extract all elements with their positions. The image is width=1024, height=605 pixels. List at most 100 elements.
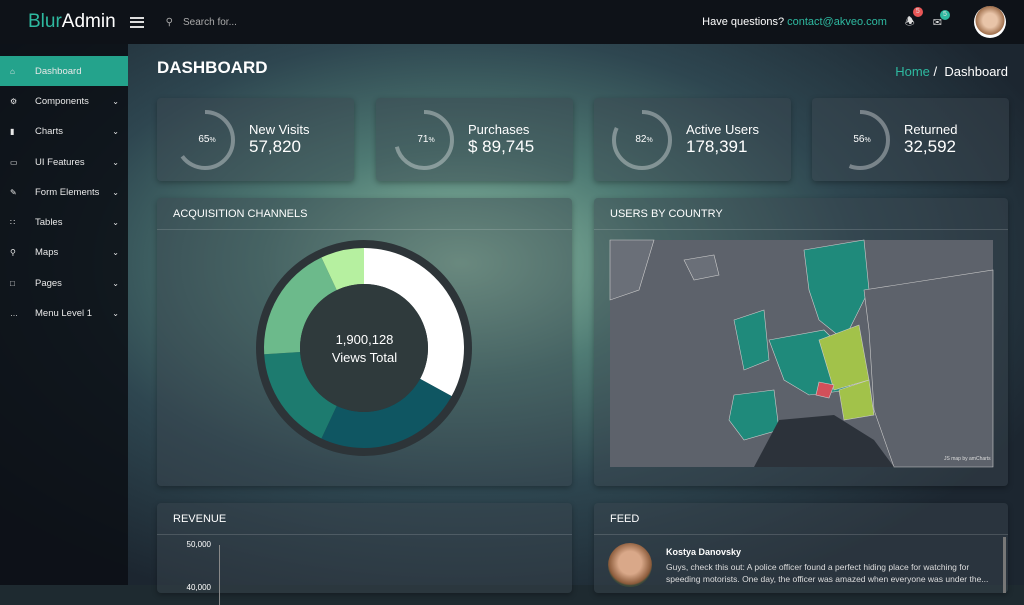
chevron-down-icon: ⌄ — [112, 218, 119, 228]
feed-panel: FEED Kostya Danovsky Guys, check this ou… — [594, 503, 1008, 593]
stat-card: 65% New Visits 57,820 — [157, 98, 354, 181]
donut-slice[interactable] — [321, 378, 452, 448]
stat-value: $ 89,745 — [468, 137, 535, 156]
grid-icon: ∷ — [10, 218, 16, 228]
stat-label: Purchases — [468, 122, 530, 137]
messages-badge: 5 — [940, 9, 950, 20]
sidebar-item-label: UI Features — [35, 156, 85, 168]
sidebar-item-pages[interactable]: □ Pages ⌄ — [0, 268, 128, 298]
edit-icon: ✎ — [10, 187, 17, 197]
sidebar-item-label: Components — [35, 95, 89, 107]
search-input[interactable]: Search for... — [182, 16, 237, 28]
sidebar-item-label: Charts — [35, 126, 63, 138]
menu-toggle-icon[interactable] — [129, 16, 144, 28]
donut-slice[interactable] — [264, 257, 337, 355]
stat-value: 57,820 — [249, 137, 301, 156]
acquisition-channels-panel: ACQUISITION CHANNELS 1,900,128 Views Tot… — [157, 198, 572, 486]
chevron-down-icon: ⌄ — [112, 309, 119, 319]
chevron-down-icon: ⌄ — [112, 248, 119, 258]
progress-ring — [175, 109, 235, 170]
mail-icon[interactable]: ✉ 5 — [933, 9, 950, 29]
feed-author-avatar[interactable] — [608, 543, 652, 587]
stat-percent: 65% — [198, 134, 216, 145]
map-pin-icon: ⚲ — [10, 248, 16, 258]
ellipsis-icon: … — [10, 309, 18, 319]
map-credit[interactable]: JS map by amCharts — [944, 456, 991, 462]
stat-label: Returned — [904, 122, 958, 137]
sidebar-item-tables[interactable]: ∷ Tables ⌄ — [0, 207, 128, 237]
logo-part2: Admin — [61, 11, 116, 32]
sidebar-item-label: Menu Level 1 — [35, 308, 93, 320]
sidebar-item-components[interactable]: ⚙ Components ⌄ — [0, 86, 128, 116]
sidebar-item-label: Tables — [35, 217, 63, 229]
sidebar-item-charts[interactable]: ▮ Charts ⌄ — [0, 117, 128, 147]
panel-title: FEED — [594, 503, 1008, 535]
page-title: DASHBOARD — [157, 58, 268, 77]
acquisition-donut-chart — [256, 240, 472, 456]
donut-center-label: Views Total — [331, 350, 398, 365]
europe-map[interactable]: JS map by amCharts — [594, 230, 1008, 486]
panel-title: ACQUISITION CHANNELS — [157, 198, 572, 230]
progress-ring — [830, 109, 890, 170]
chevron-down-icon: ⌄ — [112, 278, 119, 288]
stat-value: 178,391 — [686, 137, 748, 156]
breadcrumb: Home / Dashboard — [895, 64, 1008, 79]
panel-title: USERS BY COUNTRY — [594, 198, 1008, 230]
home-icon: ⌂ — [10, 66, 15, 76]
logo[interactable]: BlurAdmin — [28, 11, 116, 33]
donut-slice[interactable] — [264, 352, 337, 439]
stat-label: Active Users — [686, 122, 759, 137]
revenue-panel: REVENUE 50,000 40,000 — [157, 503, 572, 605]
sidebar: ⌂ Dashboard ⚙ Components ⌄ ▮ Charts ⌄ ▭ UI Fea… — [0, 44, 128, 585]
sidebar-item-form-elements[interactable]: ✎ Form Elements ⌄ — [0, 177, 128, 207]
breadcrumb-home[interactable]: Home — [895, 64, 930, 79]
stat-card: 56% Returned 32,592 — [812, 98, 1009, 181]
chevron-down-icon: ⌄ — [112, 127, 119, 137]
sidebar-item-dashboard[interactable]: ⌂ Dashboard — [0, 56, 128, 87]
users-by-country-panel: USERS BY COUNTRY JS map by amCharts — [594, 198, 1008, 486]
questions-label: Have questions? — [702, 16, 785, 28]
sidebar-item-label: Dashboard — [35, 65, 82, 77]
bar-chart-icon: ▮ — [10, 127, 15, 137]
sidebar-item-maps[interactable]: ⚲ Maps ⌄ — [0, 238, 128, 268]
chevron-down-icon: ⌄ — [112, 187, 119, 197]
feed-scrollbar[interactable] — [1003, 537, 1006, 593]
y-axis — [219, 545, 220, 605]
donut-center-value: 1,900,128 — [335, 332, 394, 347]
stat-percent: 82% — [635, 134, 653, 145]
feed-author: Kostya Danovsky — [666, 547, 742, 557]
stat-card: 82% Active Users 178,391 — [594, 98, 791, 181]
monitor-icon: ▭ — [10, 157, 18, 167]
user-avatar[interactable] — [974, 6, 1006, 38]
bell-icon[interactable]: 🕭︎ 5 — [905, 6, 923, 32]
donut-slice[interactable] — [321, 248, 364, 291]
logo-part1: Blur — [28, 11, 62, 32]
feed-item[interactable]: Kostya Danovsky Guys, check this out: A … — [666, 547, 996, 585]
top-bar: BlurAdmin ⚲ Search for... Have questions?… — [0, 0, 1024, 44]
stat-percent: 71% — [417, 134, 435, 145]
sidebar-item-ui-features[interactable]: ▭ UI Features ⌄ — [0, 147, 128, 177]
file-icon: □ — [10, 278, 15, 288]
progress-ring — [394, 109, 454, 170]
stat-value: 32,592 — [904, 137, 956, 156]
donut-hole — [300, 284, 428, 412]
progress-ring — [612, 109, 672, 170]
y-tick: 40,000 — [186, 583, 211, 592]
chevron-down-icon: ⌄ — [112, 157, 119, 167]
sidebar-item-label: Maps — [35, 247, 59, 259]
stat-label: New Visits — [249, 122, 310, 137]
sidebar-item-label: Form Elements — [35, 186, 100, 198]
breadcrumb-current: Dashboard — [944, 64, 1008, 79]
panel-title: REVENUE — [157, 503, 572, 535]
sidebar-item-label: Pages — [35, 277, 62, 289]
donut-slice[interactable] — [364, 248, 465, 397]
stat-card: 71% Purchases $ 89,745 — [376, 98, 573, 181]
sidebar-item-menu-level-1[interactable]: … Menu Level 1 ⌄ — [0, 298, 128, 328]
y-tick: 50,000 — [186, 540, 211, 549]
chevron-down-icon: ⌄ — [112, 96, 119, 106]
contact-email-link[interactable]: contact@akveo.com — [787, 16, 887, 28]
gear-icon: ⚙ — [10, 96, 18, 106]
breadcrumb-separator: / — [933, 64, 938, 79]
stat-percent: 56% — [853, 134, 871, 145]
search[interactable]: ⚲ Search for... — [166, 17, 237, 28]
